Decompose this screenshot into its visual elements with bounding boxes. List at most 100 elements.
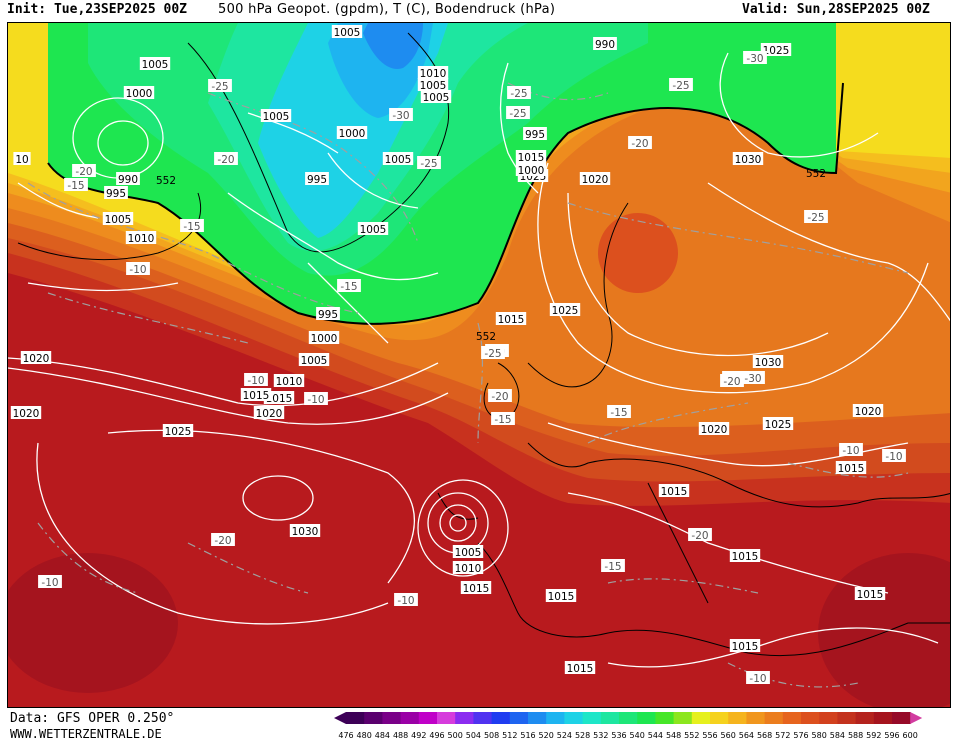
colorbar-tick-label: 496 xyxy=(429,731,444,740)
colorbar-swatch xyxy=(855,712,875,724)
pressure-label-bg xyxy=(460,581,492,594)
pressure-label-bg xyxy=(102,212,134,225)
colorbar-arrow-right xyxy=(910,712,923,724)
colorbar-tick-label: 484 xyxy=(375,731,390,740)
colorbar-swatch xyxy=(473,712,493,724)
colorbar-swatch xyxy=(837,712,857,724)
temperature-label-bg xyxy=(688,528,712,541)
pressure-label: 1025 xyxy=(765,419,792,431)
colorbar-tick-label: 508 xyxy=(484,731,499,740)
temperature-label: -30 xyxy=(746,53,763,65)
pressure-label-bg xyxy=(762,417,794,430)
pressure-label: 10 xyxy=(15,154,28,166)
pressure-label: 1025 xyxy=(165,426,192,438)
pressure-label: 1005 xyxy=(455,547,482,559)
pressure-label: 1000 xyxy=(339,128,366,140)
pressure-label-bg xyxy=(305,172,329,185)
colorbar-tick-label: 592 xyxy=(866,731,881,740)
colorbar-swatch xyxy=(637,712,656,724)
colorbar-tick-label: 548 xyxy=(666,731,681,740)
colorbar-tick-label: 588 xyxy=(848,731,863,740)
pressure-label: 1020 xyxy=(23,353,50,365)
map-footer: Data: GFS OPER 0.250° WWW.WETTERZENTRALE… xyxy=(0,708,959,741)
colorbar-tick-label: 524 xyxy=(557,731,572,740)
pressure-label: 1005 xyxy=(105,214,132,226)
colorbar-swatch xyxy=(564,712,584,724)
geopotential-fill xyxy=(8,23,950,707)
colorbar-tick-label: 544 xyxy=(648,731,663,740)
colorbar-tick-label: 568 xyxy=(757,731,772,740)
colorbar-tick-label: 520 xyxy=(539,731,554,740)
colorbar-swatch xyxy=(801,712,820,724)
temperature-label: -15 xyxy=(610,407,627,419)
temperature-label-bg xyxy=(64,178,88,191)
pressure-label: 1030 xyxy=(735,154,762,166)
pressure-label: 1015 xyxy=(243,390,270,402)
pressure-label-bg xyxy=(545,589,577,602)
colorbar-tick-label: 564 xyxy=(739,731,754,740)
pressure-label-bg xyxy=(13,152,31,165)
colorbar-arrow-left xyxy=(334,712,346,724)
colorbar-tick-label: 504 xyxy=(466,731,481,740)
pressure-label: 1000 xyxy=(311,333,338,345)
temperature-label-bg xyxy=(839,443,863,456)
weather-map-canvas: 1005100510001005990995100510101005101010… xyxy=(8,23,950,707)
pressure-label-bg xyxy=(260,109,292,122)
colorbar-swatch xyxy=(400,712,420,724)
pressure-label-bg xyxy=(658,484,690,497)
pressure-label: 1020 xyxy=(256,408,283,420)
temperature-label: -10 xyxy=(247,375,264,387)
temperature-label: -15 xyxy=(67,180,84,192)
pressure-label: 1015 xyxy=(548,591,575,603)
pressure-label-bg xyxy=(549,303,581,316)
temperature-label: -30 xyxy=(744,373,761,385)
pressure-label: 995 xyxy=(106,188,126,200)
pressure-label: 1010 xyxy=(128,233,155,245)
temperature-label: -10 xyxy=(749,673,766,685)
colorbar: 476 480 484 488 492 496 500 504 508 512 516 520 524 5… xyxy=(334,712,923,740)
geopot-label: 552 xyxy=(806,168,826,180)
pressure-label: 1020 xyxy=(13,408,40,420)
colorbar-tick-label: 540 xyxy=(630,731,645,740)
pressure-label: 1025 xyxy=(763,45,790,57)
temperature-label-bg xyxy=(208,79,232,92)
band-scand-high xyxy=(598,213,678,293)
pressure-label-bg xyxy=(240,388,272,401)
temperature-label: -15 xyxy=(604,561,621,573)
colorbar-tick-label: 500 xyxy=(448,731,463,740)
pressure-label-bg xyxy=(452,545,484,558)
temperature-label-bg xyxy=(180,219,204,232)
temperature-label-bg xyxy=(804,210,828,223)
pressure-label-bg xyxy=(116,172,140,185)
temperature-label: -10 xyxy=(842,445,859,457)
pressure-label: 1020 xyxy=(701,424,728,436)
colorbar-swatch xyxy=(655,712,675,724)
colorbar-tick-label: 584 xyxy=(830,731,845,740)
colorbar-swatch xyxy=(382,712,402,724)
pressure-label: 1030 xyxy=(755,357,782,369)
colorbar-swatch xyxy=(546,712,565,724)
temperature-label: -20 xyxy=(75,166,92,178)
temperature-label-bg xyxy=(743,51,767,64)
pressure-label-bg xyxy=(698,422,730,435)
temperature-label-bg xyxy=(394,593,418,606)
pressure-label: 1015 xyxy=(463,583,490,595)
pressure-labels: 1005100510001005990995100510101005101010… xyxy=(10,25,886,675)
geopot-label: 552 xyxy=(156,175,176,187)
geopot-552-line xyxy=(47,82,844,325)
colorbar-tick-label: 600 xyxy=(903,731,918,740)
pressure-label: 1020 xyxy=(855,406,882,418)
temperature-label-bg xyxy=(720,374,744,387)
colorbar-tick-label: 560 xyxy=(721,731,736,740)
pressure-label-bg xyxy=(852,404,884,417)
pressure-label-bg xyxy=(162,424,194,437)
pressure-label: 1015 xyxy=(498,314,525,326)
colorbar-tick-label: 536 xyxy=(611,731,626,740)
temperature-label: -10 xyxy=(397,595,414,607)
colorbar-tick-label: 476 xyxy=(338,731,353,740)
temperature-label: -15 xyxy=(183,221,200,233)
temperature-label: -20 xyxy=(491,391,508,403)
temperature-label-bg xyxy=(389,108,413,121)
pressure-label-bg xyxy=(515,150,547,163)
temperature-label-bg xyxy=(481,346,505,359)
